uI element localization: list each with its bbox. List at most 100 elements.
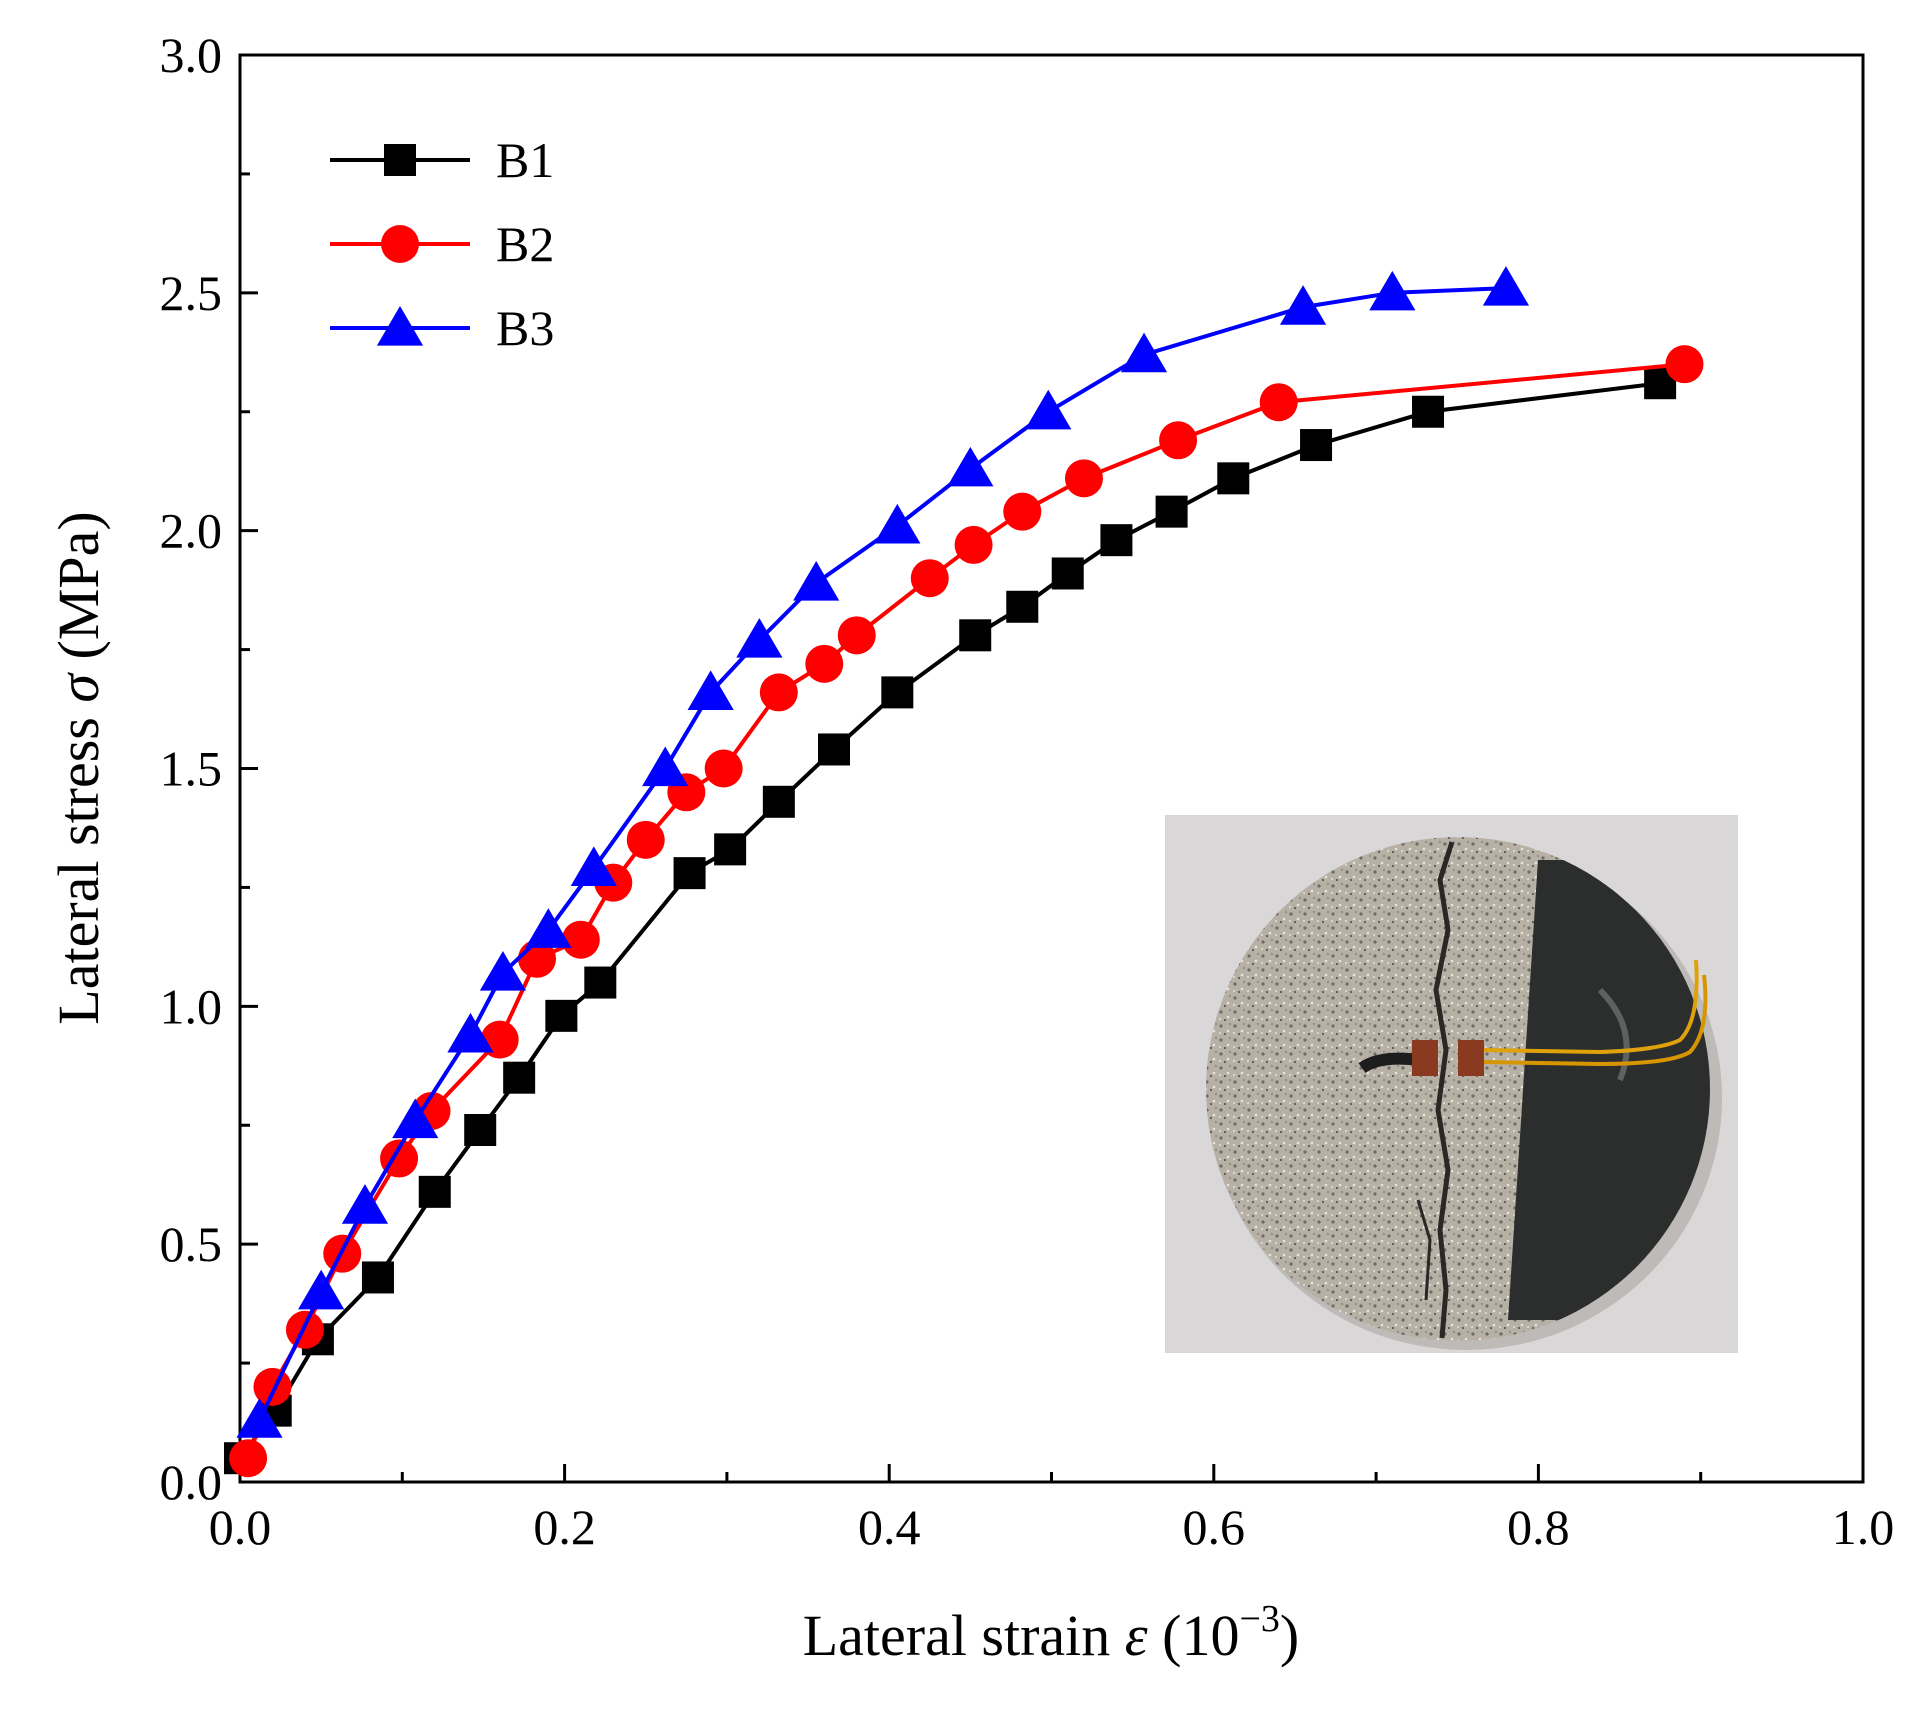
x-tick-label: 0.4 <box>858 1499 921 1555</box>
data-point-B2 <box>954 525 993 564</box>
data-point-B3 <box>874 503 921 544</box>
y-tick-label: 1.5 <box>160 741 223 797</box>
x-axis-title-symbol: ε <box>1125 1603 1148 1668</box>
legend-entry-B2: B2 <box>330 216 554 272</box>
data-point-B3 <box>1025 389 1072 430</box>
data-point-B1 <box>503 1061 536 1094</box>
data-point-B3 <box>642 746 689 787</box>
y-axis-title-symbol: σ <box>46 672 111 703</box>
y-axis-title-main: Lateral stress <box>46 703 111 1025</box>
y-axis-title: Lateral stress σ (MPa) <box>46 511 111 1024</box>
legend-entry-B3: B3 <box>330 300 554 356</box>
data-point-B3 <box>525 908 572 948</box>
data-point-B2 <box>480 1020 519 1059</box>
data-point-B2 <box>1259 383 1298 422</box>
gauge-wires <box>1483 959 1699 1055</box>
data-point-B3 <box>570 846 617 886</box>
x-axis-title-unit-close: ) <box>1280 1603 1299 1668</box>
data-point-B2 <box>1003 492 1042 531</box>
x-axis-title-main: Lateral strain <box>803 1603 1125 1668</box>
y-tick-label: 3.0 <box>160 27 223 83</box>
y-tick-label: 2.5 <box>160 265 223 321</box>
data-point-B3 <box>479 951 527 991</box>
x-axis-title-unit-open: (10 <box>1148 1603 1240 1668</box>
data-point-B1 <box>673 857 706 890</box>
y-tick-label: 0.0 <box>160 1454 223 1510</box>
x-tick-label: 0.6 <box>1183 1499 1246 1555</box>
data-point-B1 <box>1412 395 1445 428</box>
x-tick-label: 1.0 <box>1832 1499 1895 1555</box>
data-point-B1 <box>881 676 914 709</box>
legend-entry-B1: B1 <box>330 132 554 188</box>
x-tick-label: 0.0 <box>209 1499 272 1555</box>
data-point-B2 <box>910 559 949 598</box>
data-point-B1 <box>818 733 851 766</box>
data-point-B3 <box>793 560 840 601</box>
data-point-B3 <box>447 1012 494 1053</box>
data-point-B1 <box>1006 590 1039 623</box>
data-point-B3 <box>736 618 783 658</box>
data-point-B2 <box>626 820 665 859</box>
disc-crack <box>1433 841 1455 1339</box>
data-point-B2 <box>1159 421 1198 460</box>
data-point-B2 <box>561 920 600 959</box>
legend-label: B2 <box>496 216 554 272</box>
data-point-B2 <box>805 644 844 683</box>
legend-marker <box>381 225 419 263</box>
data-point-B3 <box>298 1269 345 1310</box>
axis-tick-labels: 0.0 0.2 0.4 0.6 0.8 1.0 0.0 0.5 1.0 1.5 2.0 2.5 3.0 <box>160 27 1895 1555</box>
data-point-B1 <box>714 833 747 866</box>
strain-gauge-right <box>1458 1040 1484 1076</box>
data-point-B3 <box>1369 270 1416 311</box>
x-tick-label: 0.2 <box>533 1499 596 1555</box>
data-point-B1 <box>361 1261 394 1294</box>
data-point-B3 <box>392 1098 439 1139</box>
data-point-B1 <box>762 785 795 818</box>
data-point-B3 <box>687 670 734 710</box>
legend: B1 B2 B3 <box>330 132 554 356</box>
data-point-B2 <box>229 1439 268 1478</box>
y-axis-title-unit: (MPa) <box>46 511 111 674</box>
x-axis-title: Lateral strain ε (10−3) <box>803 1598 1300 1668</box>
legend-marker <box>376 306 424 346</box>
y-tick-label: 0.5 <box>160 1216 223 1272</box>
data-point-B3 <box>236 1398 283 1438</box>
data-point-B1 <box>584 966 617 999</box>
data-point-B3 <box>1279 285 1327 325</box>
data-point-B3 <box>947 446 994 487</box>
data-point-B3 <box>1482 266 1530 306</box>
disc-crack-branch <box>1416 1199 1432 1301</box>
specimen-photo-inset <box>1165 815 1738 1353</box>
strain-gauge-left <box>1412 1040 1438 1076</box>
black-tape <box>1508 860 1710 1320</box>
series-B3 <box>236 266 1530 1438</box>
data-point-B2 <box>759 673 798 712</box>
data-point-B1 <box>464 1114 497 1147</box>
y-tick-label: 2.0 <box>160 503 223 559</box>
data-point-B2 <box>1064 459 1103 498</box>
legend-label: B1 <box>496 132 554 188</box>
x-axis-title-unit-sup: −3 <box>1239 1598 1279 1640</box>
axis-ticks <box>238 53 1865 1484</box>
legend-label: B3 <box>496 300 554 356</box>
y-tick-label: 1.0 <box>160 978 223 1034</box>
gauge-wires-2 <box>1483 974 1708 1067</box>
data-point-B1 <box>418 1175 451 1208</box>
data-point-B1 <box>959 619 992 652</box>
data-series <box>224 266 1704 1478</box>
data-point-B3 <box>1120 332 1168 373</box>
data-point-B1 <box>1100 524 1133 557</box>
data-point-B1 <box>1300 429 1333 462</box>
data-point-B2 <box>837 616 876 655</box>
data-point-B1 <box>1051 557 1084 590</box>
data-point-B2 <box>704 749 743 788</box>
legend-marker <box>384 144 416 176</box>
data-point-B1 <box>1155 495 1188 528</box>
x-tick-label: 0.8 <box>1507 1499 1570 1555</box>
data-point-B2 <box>1665 345 1704 384</box>
data-point-B1 <box>1217 462 1250 495</box>
data-point-B3 <box>341 1184 389 1224</box>
tape-highlight <box>1597 987 1630 1082</box>
data-point-B1 <box>545 999 578 1032</box>
